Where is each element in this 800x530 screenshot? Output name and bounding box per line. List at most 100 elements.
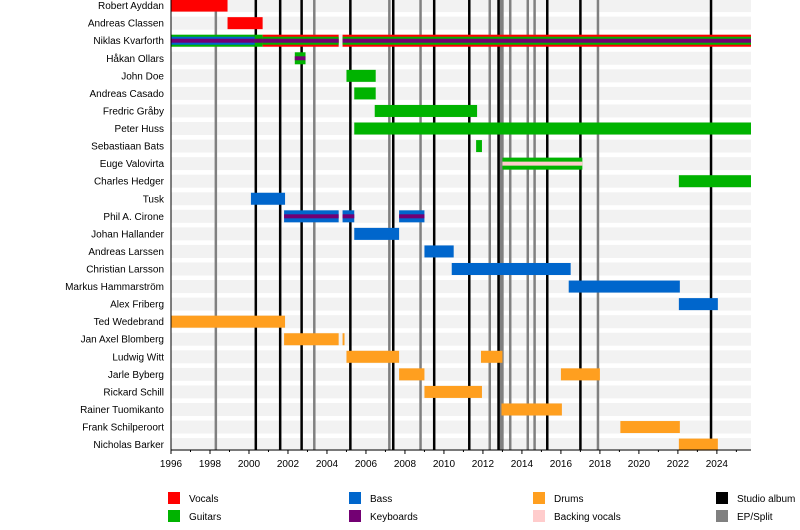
bar-segment-keyboards bbox=[262, 38, 339, 43]
legend-label: EP/Split bbox=[737, 512, 773, 523]
legend-swatch bbox=[533, 510, 545, 522]
member-bar bbox=[620, 421, 680, 434]
legend-label: Guitars bbox=[189, 512, 221, 523]
bar-segment-vocals bbox=[227, 17, 263, 30]
bar-segment-bass bbox=[451, 263, 571, 275]
member-label: Fredric Gråby bbox=[103, 105, 164, 117]
member-bar bbox=[171, 315, 286, 328]
member-label: Christian Larsson bbox=[86, 265, 164, 276]
bar-segment-keyboards bbox=[342, 214, 355, 219]
legend-label: Backing vocals bbox=[554, 512, 621, 523]
member-bar bbox=[476, 140, 482, 153]
member-bar bbox=[568, 280, 680, 293]
member-bar bbox=[374, 104, 478, 117]
row-stripe bbox=[171, 51, 751, 65]
member-bar bbox=[284, 210, 339, 223]
member-label: Sebastiaan Bats bbox=[91, 142, 164, 153]
row-stripe bbox=[171, 0, 751, 13]
bar-segment-vocals bbox=[171, 0, 228, 12]
row-stripe bbox=[171, 402, 751, 416]
row-stripe bbox=[171, 192, 751, 206]
legend-label: Drums bbox=[554, 494, 583, 505]
x-tick-label: 2002 bbox=[277, 459, 300, 470]
bar-segment-backing-vocals bbox=[502, 161, 583, 166]
row-stripe bbox=[171, 69, 751, 83]
x-tick-label: 2004 bbox=[316, 459, 339, 470]
legend-swatch bbox=[716, 492, 728, 504]
row-stripe bbox=[171, 16, 751, 30]
member-bar bbox=[424, 245, 454, 258]
member-bar bbox=[171, 0, 228, 12]
member-bar bbox=[227, 17, 263, 30]
legend-label: Keyboards bbox=[370, 512, 418, 523]
member-bar bbox=[346, 69, 376, 82]
bar-segment-guitars bbox=[374, 104, 478, 117]
member-bar bbox=[254, 34, 263, 47]
legend-swatch bbox=[349, 492, 361, 504]
bar-segment-keyboards bbox=[399, 214, 425, 219]
x-tick-label: 2020 bbox=[628, 459, 651, 470]
member-label: John Doe bbox=[121, 71, 164, 82]
member-bar bbox=[560, 368, 600, 381]
bar-segment-keyboards bbox=[171, 38, 255, 43]
member-label: Ludwig Witt bbox=[112, 352, 164, 363]
bar-segment-guitars bbox=[354, 87, 376, 100]
member-bar bbox=[171, 34, 255, 47]
bar-segment-bass bbox=[424, 245, 454, 258]
member-label: Jarle Byberg bbox=[108, 370, 164, 381]
bar-segment-drums bbox=[424, 385, 482, 398]
x-tick-label: 2014 bbox=[511, 459, 534, 470]
bar-segment-guitars bbox=[354, 122, 751, 135]
member-label: Tusk bbox=[143, 194, 165, 205]
member-bar bbox=[678, 175, 751, 188]
x-tick-label: 1998 bbox=[199, 459, 222, 470]
member-label: Andreas Larssen bbox=[88, 247, 164, 258]
member-bar bbox=[342, 333, 345, 346]
bar-segment-keyboards bbox=[294, 56, 306, 61]
member-label: Alex Friberg bbox=[110, 300, 164, 311]
bar-segment-drums bbox=[399, 368, 425, 381]
member-label: Johan Hallander bbox=[91, 229, 164, 240]
member-label: Andreas Classen bbox=[88, 19, 164, 30]
bar-segment-guitars bbox=[476, 140, 482, 153]
member-bar bbox=[354, 227, 400, 240]
bar-segment-keyboards bbox=[284, 214, 339, 219]
member-bar bbox=[501, 403, 562, 416]
member-bar bbox=[399, 368, 425, 381]
legend-label: Bass bbox=[370, 494, 392, 505]
bar-segment-drums bbox=[284, 333, 339, 346]
x-tick-label: 2022 bbox=[667, 459, 690, 470]
row-stripe bbox=[171, 420, 751, 434]
row-stripe bbox=[171, 350, 751, 364]
row-stripe bbox=[171, 438, 751, 452]
member-bar bbox=[354, 87, 376, 100]
member-label: Nicholas Barker bbox=[93, 440, 164, 451]
member-bar bbox=[424, 385, 482, 398]
member-label: Frank Schilperoort bbox=[82, 423, 164, 434]
bar-segment-bass bbox=[354, 227, 400, 240]
member-bar bbox=[342, 210, 355, 223]
x-tick-label: 2018 bbox=[589, 459, 612, 470]
row-stripe bbox=[171, 86, 751, 100]
x-tick-label: 2010 bbox=[433, 459, 456, 470]
legend-label: Studio album bbox=[737, 494, 795, 505]
bar-segment-guitars bbox=[678, 175, 751, 188]
member-bar bbox=[678, 438, 718, 451]
member-label: Ted Wedebrand bbox=[94, 317, 164, 328]
member-label: Håkan Ollars bbox=[106, 53, 164, 65]
bar-segment-drums bbox=[560, 368, 600, 381]
legend-swatch bbox=[533, 492, 545, 504]
x-tick-label: 2012 bbox=[472, 459, 495, 470]
x-tick-label: 2008 bbox=[394, 459, 417, 470]
bar-segment-keyboards bbox=[254, 38, 263, 43]
bar-segment-drums bbox=[620, 421, 680, 434]
member-label: Andreas Casado bbox=[90, 89, 165, 100]
row-stripe bbox=[171, 297, 751, 311]
member-label: Markus Hammarström bbox=[65, 282, 164, 293]
member-bar bbox=[480, 350, 503, 363]
member-label: Peter Huss bbox=[115, 124, 164, 135]
member-label: Rainer Tuomikanto bbox=[80, 405, 164, 416]
member-bar bbox=[346, 350, 400, 363]
bar-segment-drums bbox=[678, 438, 718, 451]
member-label: Charles Hedger bbox=[94, 177, 165, 188]
